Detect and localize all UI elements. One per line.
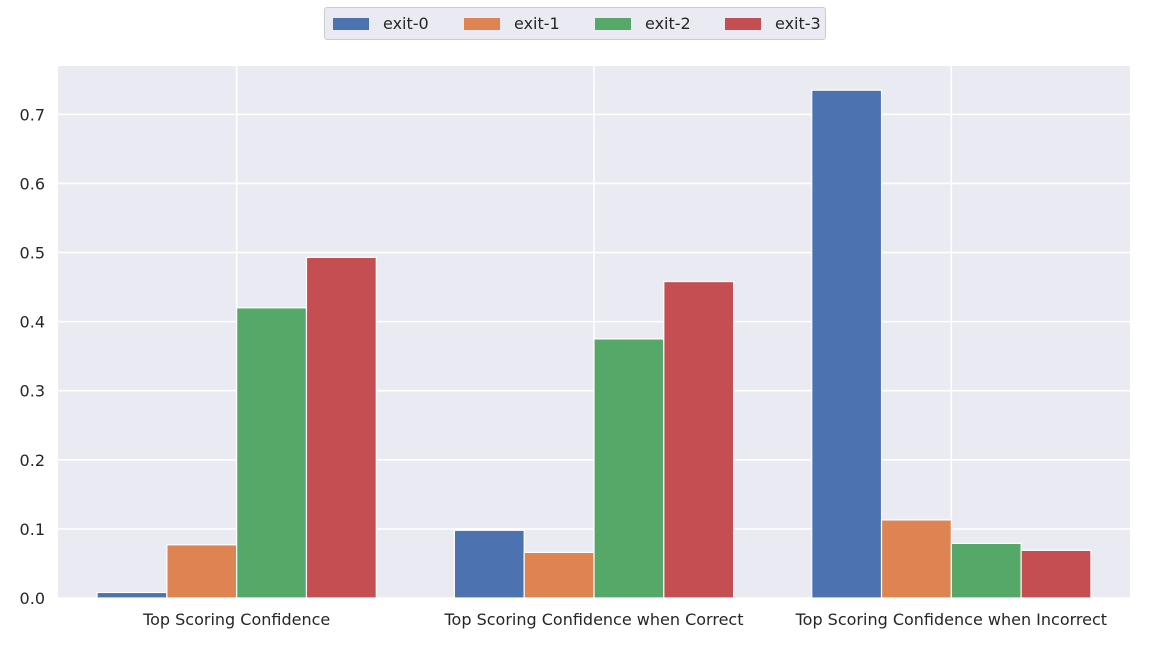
x-tick-label: Top Scoring Confidence when Correct [444, 610, 744, 629]
x-axis-ticks: Top Scoring Confidence Top Scoring Confid… [142, 610, 1107, 629]
bars [96, 89, 1092, 599]
bar-exit-0 [453, 529, 525, 599]
legend-label-exit-0: exit-0 [383, 14, 429, 33]
legend-swatch-exit-0 [333, 17, 369, 30]
bar-exit-0 [811, 89, 883, 599]
y-tick-label: 0.1 [20, 520, 45, 539]
legend-swatch-exit-3 [725, 17, 761, 30]
y-tick-label: 0.7 [20, 105, 45, 124]
legend-item-exit-2: exit-2 [595, 8, 691, 39]
bar-exit-1 [880, 519, 952, 599]
y-axis-ticks: 0.0 0.1 0.2 0.3 0.4 0.5 0.6 0.7 [20, 105, 45, 608]
bar-exit-1 [523, 551, 595, 599]
y-tick-label: 0.5 [20, 244, 45, 263]
y-tick-label: 0.0 [20, 589, 45, 608]
bar-exit-2 [593, 338, 665, 599]
bar-exit-0 [96, 591, 168, 599]
legend-label-exit-1: exit-1 [514, 14, 560, 33]
legend-item-exit-1: exit-1 [464, 8, 560, 39]
legend-swatch-exit-1 [464, 17, 500, 30]
x-tick-label: Top Scoring Confidence [142, 610, 330, 629]
bar-exit-3 [305, 256, 377, 599]
x-tick-label: Top Scoring Confidence when Incorrect [795, 610, 1107, 629]
legend-label-exit-3: exit-3 [775, 14, 821, 33]
bar-exit-1 [166, 544, 238, 599]
y-tick-label: 0.2 [20, 451, 45, 470]
legend-item-exit-3: exit-3 [725, 8, 821, 39]
bar-exit-2 [950, 542, 1022, 599]
y-tick-label: 0.6 [20, 174, 45, 193]
bar-exit-3 [663, 280, 735, 599]
legend-item-exit-0: exit-0 [333, 8, 429, 39]
y-tick-label: 0.3 [20, 382, 45, 401]
bar-exit-3 [1020, 549, 1092, 599]
legend-swatch-exit-2 [595, 17, 631, 30]
legend-label-exit-2: exit-2 [645, 14, 691, 33]
legend: exit-0 exit-1 exit-2 exit-3 [324, 7, 826, 40]
y-tick-label: 0.4 [20, 313, 45, 332]
bar-exit-2 [236, 307, 308, 599]
